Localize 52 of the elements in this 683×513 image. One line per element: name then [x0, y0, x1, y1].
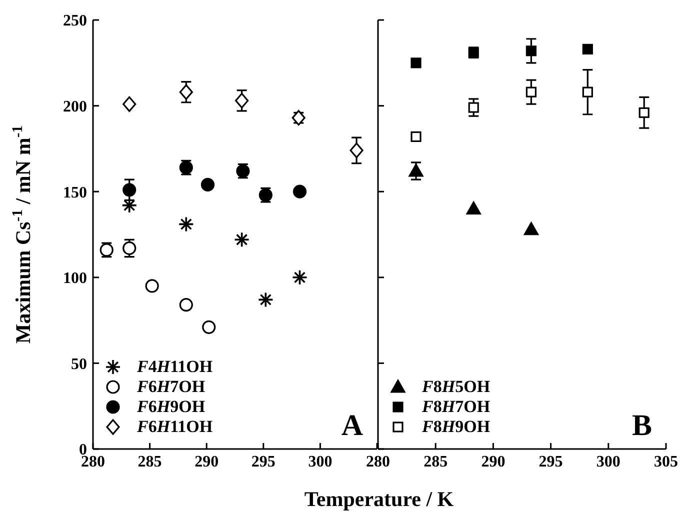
x-tick-label: 285	[138, 453, 162, 470]
x-tick-label: 300	[596, 453, 620, 470]
point	[179, 84, 193, 100]
legend-label: F6H7OH	[137, 377, 206, 396]
x-tick-label: 290	[194, 453, 219, 470]
x-tick-label: 285	[424, 453, 448, 470]
point	[638, 107, 650, 118]
annotation: A	[341, 409, 363, 443]
x-tick-label: 280	[366, 453, 390, 470]
point	[526, 46, 537, 56]
point	[122, 183, 136, 197]
point	[466, 201, 481, 215]
x-tick-label: 300	[308, 453, 332, 470]
point	[582, 86, 593, 98]
x-tick-label: 295	[251, 453, 276, 470]
point	[582, 44, 593, 54]
y-tick-label: 50	[71, 356, 87, 373]
point	[468, 102, 479, 113]
point	[258, 292, 274, 308]
x-axis-title: Temperature / K	[304, 487, 454, 511]
legend-label: F8H7OH	[422, 397, 490, 416]
legend-label: F8H9OH	[422, 417, 490, 436]
point	[145, 279, 159, 293]
point	[122, 241, 136, 256]
y-tick-label: 150	[63, 184, 87, 202]
legend-label: F4H11OH	[137, 357, 213, 376]
point	[122, 96, 136, 112]
y-tick-label: 250	[63, 12, 87, 30]
y-tick-label: 200	[63, 98, 87, 116]
point	[202, 320, 216, 334]
x-tick-label: 290	[481, 453, 506, 470]
point	[408, 164, 424, 177]
legend-label: F8H5OH	[422, 377, 490, 396]
point	[121, 197, 138, 214]
point	[526, 86, 537, 98]
point	[350, 142, 364, 158]
legend-label: F6H9OH	[137, 397, 206, 416]
point	[292, 270, 308, 286]
point	[410, 131, 422, 142]
point	[178, 216, 194, 232]
point	[234, 232, 250, 248]
point	[524, 222, 539, 236]
point	[200, 178, 215, 192]
point	[179, 298, 193, 312]
point	[292, 184, 307, 198]
x-tick-label: 305	[654, 453, 678, 470]
point	[410, 58, 422, 68]
legend-label: F6H11OH	[137, 417, 213, 436]
x-tick-label: 295	[538, 453, 563, 470]
y-tick-label: 100	[63, 270, 87, 288]
point	[235, 92, 249, 108]
annotation: B	[632, 409, 652, 443]
